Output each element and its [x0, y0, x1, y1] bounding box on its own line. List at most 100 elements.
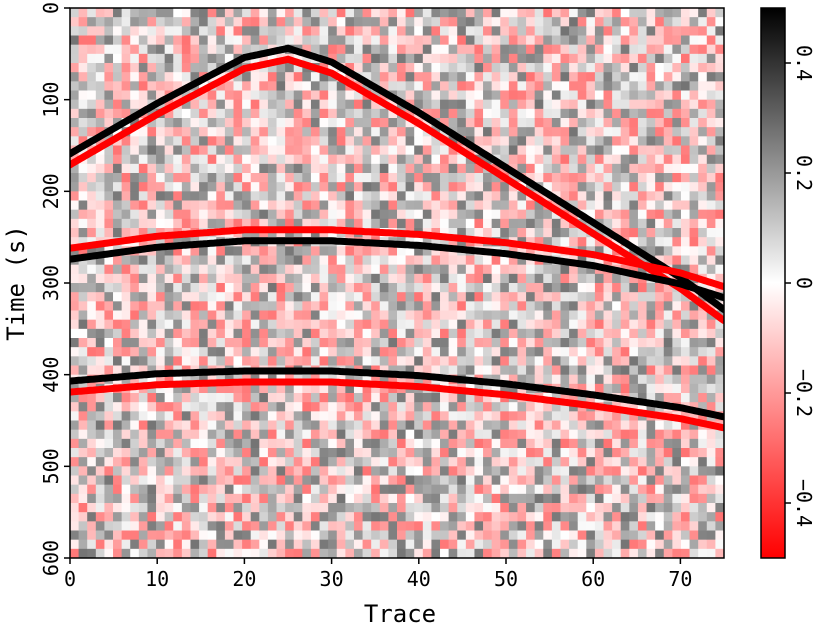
- noise-cell: [388, 420, 398, 431]
- noise-cell: [285, 420, 295, 431]
- noise-cell: [637, 347, 647, 357]
- noise-cell: [345, 283, 355, 293]
- noise-cell: [706, 521, 716, 531]
- noise-cell: [405, 17, 415, 27]
- noise-cell: [147, 173, 157, 183]
- noise-cell: [78, 283, 88, 293]
- noise-cell: [431, 420, 441, 431]
- noise-cell: [87, 53, 97, 64]
- noise-cell: [629, 292, 639, 302]
- noise-cell: [405, 182, 415, 192]
- noise-cell: [586, 493, 596, 504]
- noise-cell: [328, 411, 338, 421]
- noise-cell: [388, 218, 398, 229]
- noise-cell: [336, 319, 346, 330]
- noise-cell: [181, 63, 191, 73]
- noise-cell: [388, 127, 398, 137]
- noise-cell: [353, 53, 363, 64]
- noise-cell: [113, 182, 123, 192]
- noise-cell: [569, 310, 579, 321]
- noise-cell: [293, 530, 303, 541]
- noise-cell: [629, 539, 639, 550]
- noise-cell: [173, 136, 183, 146]
- noise-cell: [345, 539, 355, 550]
- noise-cell: [293, 484, 303, 495]
- noise-cell: [689, 145, 699, 156]
- noise-cell: [706, 347, 716, 357]
- noise-cell: [95, 246, 105, 256]
- noise-cell: [603, 292, 613, 302]
- noise-cell: [637, 356, 647, 366]
- noise-cell: [302, 209, 312, 220]
- noise-cell: [612, 63, 622, 73]
- noise-cell: [121, 191, 131, 201]
- noise-cell: [629, 448, 639, 458]
- noise-cell: [224, 411, 234, 421]
- noise-cell: [457, 273, 467, 284]
- noise-cell: [603, 218, 613, 229]
- noise-cell: [371, 420, 381, 431]
- noise-cell: [465, 347, 475, 357]
- noise-cell: [689, 246, 699, 256]
- noise-cell: [104, 365, 114, 376]
- noise-cell: [508, 383, 518, 394]
- noise-cell: [104, 301, 114, 311]
- noise-cell: [250, 393, 260, 403]
- noise-cell: [431, 292, 441, 302]
- noise-cell: [483, 228, 493, 238]
- noise-cell: [70, 512, 80, 522]
- noise-cell: [388, 26, 398, 36]
- noise-cell: [483, 127, 493, 137]
- noise-cell: [483, 493, 493, 504]
- noise-cell: [526, 493, 536, 504]
- noise-cell: [577, 90, 587, 101]
- noise-cell: [440, 448, 450, 458]
- noise-cell: [663, 301, 673, 311]
- noise-cell: [560, 466, 570, 476]
- noise-cell: [543, 163, 553, 174]
- noise-cell: [104, 420, 114, 431]
- noise-cell: [371, 310, 381, 321]
- noise-cell: [620, 154, 630, 165]
- noise-cell: [310, 255, 320, 266]
- noise-cell: [577, 347, 587, 357]
- noise-cell: [431, 429, 441, 440]
- noise-cell: [379, 310, 389, 321]
- noise-cell: [70, 521, 80, 531]
- noise-cell: [457, 218, 467, 229]
- noise-cell: [156, 448, 166, 458]
- noise-cell: [147, 90, 157, 101]
- noise-cell: [379, 319, 389, 330]
- noise-cell: [156, 493, 166, 504]
- noise-cell: [508, 283, 518, 293]
- noise-cell: [199, 466, 209, 476]
- noise-cell: [121, 81, 131, 91]
- noise-cell: [569, 292, 579, 302]
- noise-cell: [130, 338, 140, 348]
- noise-cell: [87, 457, 97, 467]
- noise-cell: [293, 292, 303, 302]
- noise-cell: [250, 512, 260, 522]
- noise-cell: [87, 356, 97, 366]
- noise-cell: [259, 539, 269, 550]
- noise-cell: [95, 118, 105, 128]
- noise-cell: [397, 429, 407, 440]
- noise-cell: [379, 493, 389, 504]
- noise-cell: [508, 493, 518, 504]
- noise-cell: [483, 402, 493, 412]
- noise-cell: [156, 246, 166, 256]
- noise-cell: [431, 182, 441, 192]
- noise-cell: [190, 35, 200, 46]
- noise-cell: [569, 374, 579, 385]
- noise-cell: [629, 35, 639, 46]
- noise-cell: [629, 283, 639, 293]
- noise-cell: [328, 420, 338, 431]
- noise-cell: [95, 411, 105, 421]
- noise-cell: [267, 163, 277, 174]
- noise-cell: [517, 301, 527, 311]
- noise-cell: [551, 90, 561, 101]
- noise-cell: [388, 72, 398, 82]
- noise-cell: [345, 163, 355, 174]
- noise-cell: [491, 402, 501, 412]
- noise-cell: [663, 8, 673, 18]
